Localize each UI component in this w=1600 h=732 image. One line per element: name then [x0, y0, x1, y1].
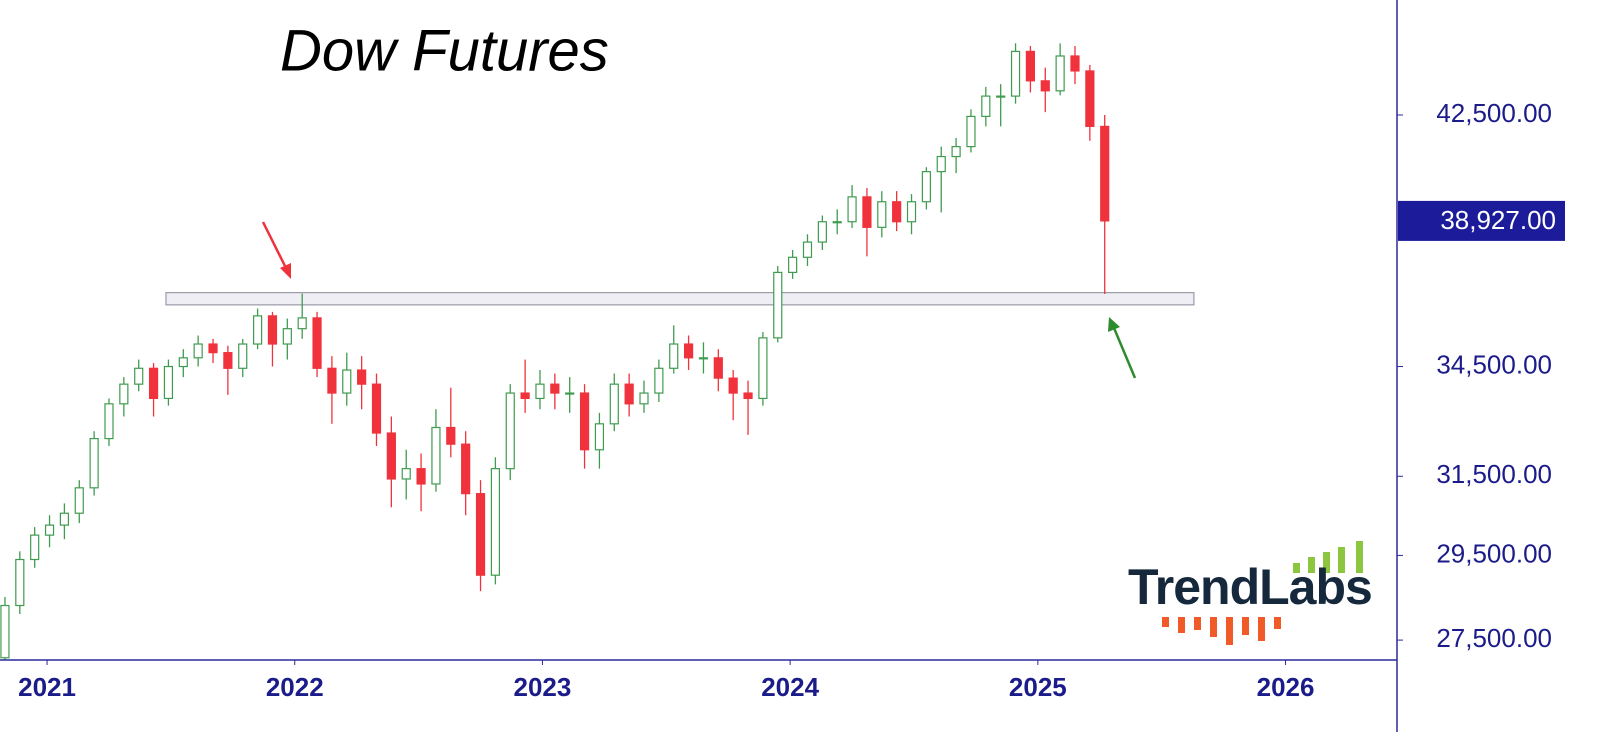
candle-body: [847, 196, 857, 223]
y-tick-label: 34,500.00: [1436, 349, 1552, 379]
candle-body: [386, 432, 396, 480]
candle-body: [15, 558, 25, 607]
candle-body: [74, 487, 84, 514]
candle-body: [669, 343, 679, 369]
candle-body: [446, 426, 456, 445]
x-tick-label: 2022: [266, 672, 324, 702]
candle-body: [0, 604, 10, 659]
candle-body: [327, 367, 337, 394]
candle-body: [30, 534, 40, 561]
candle-body: [639, 392, 649, 405]
candle-body: [416, 468, 426, 485]
candle-body: [743, 392, 753, 400]
candle-body: [951, 146, 961, 158]
candle-body: [758, 337, 768, 400]
x-tick-label: 2025: [1009, 672, 1067, 702]
candle-body: [505, 392, 515, 470]
candle-body: [178, 357, 188, 368]
candle-body: [862, 196, 872, 228]
candle-body: [609, 383, 619, 425]
candle-body: [223, 352, 233, 369]
candle-body: [401, 468, 411, 480]
plot-area: [0, 43, 1195, 660]
candle-body: [104, 403, 114, 440]
candle-body: [490, 468, 500, 576]
candle-body: [996, 95, 1006, 98]
candle-body: [936, 155, 946, 173]
y-tick-label: 31,500.00: [1436, 459, 1552, 489]
candle-body: [877, 201, 887, 228]
candle-body: [357, 369, 367, 385]
candle-body: [238, 343, 248, 369]
candle-body: [802, 241, 813, 258]
candle-body: [312, 317, 322, 369]
candle-body: [966, 115, 976, 148]
reference-band: [165, 292, 1195, 306]
candle-body: [728, 377, 738, 394]
candle-body: [788, 256, 798, 274]
green-arrow: [1108, 317, 1137, 379]
candle-body: [148, 367, 159, 400]
candle-body: [535, 383, 545, 400]
candle-body: [163, 365, 174, 400]
last-value-label: 38,927.00: [1440, 205, 1556, 235]
candle-body: [906, 201, 917, 223]
candle-body: [297, 317, 307, 330]
candle-body: [44, 524, 55, 536]
x-tick-label: 2024: [761, 672, 819, 702]
last-value-box: [1398, 200, 1565, 241]
candle-body: [565, 392, 575, 395]
candle-body: [89, 437, 99, 489]
red-arrow: [261, 221, 291, 279]
candle-body: [1100, 125, 1110, 222]
x-tick-label: 2026: [1257, 672, 1315, 702]
candle-body: [431, 426, 441, 485]
candle-body: [892, 201, 902, 223]
x-tick-label: 2023: [514, 672, 572, 702]
candle-body: [119, 383, 129, 405]
candle-body: [713, 357, 723, 379]
candle-body: [475, 493, 486, 576]
candle-body: [1055, 55, 1065, 92]
candle-body: [267, 315, 278, 345]
candle-body: [59, 512, 70, 526]
candle-body: [654, 367, 664, 394]
x-tick-label: 2021: [18, 672, 76, 702]
candle-body: [1025, 50, 1036, 82]
candle-body: [624, 383, 634, 405]
candle-body: [134, 367, 144, 385]
candle-body: [520, 392, 530, 400]
y-tick-label: 42,500.00: [1436, 98, 1552, 128]
watermark: TrendLabs: [1128, 559, 1372, 615]
candle-body: [773, 271, 783, 339]
candle-body: [208, 343, 218, 354]
candle-body: [1070, 55, 1080, 72]
candle-body: [1085, 70, 1095, 127]
logo: TrendLabs: [1128, 541, 1373, 645]
candle-body: [193, 343, 203, 359]
candle-body: [371, 383, 382, 434]
y-tick-label: 29,500.00: [1436, 538, 1552, 568]
candle-body: [832, 221, 842, 224]
candle-body: [683, 343, 694, 359]
candle-body: [594, 423, 605, 451]
candle-body: [921, 171, 931, 203]
candle-body: [550, 383, 560, 394]
candle-body: [981, 95, 991, 117]
candle-body: [1040, 80, 1050, 92]
candle-body: [461, 443, 471, 495]
candle-body: [817, 221, 827, 243]
candle-body: [698, 357, 709, 360]
chart-title: Dow Futures: [280, 18, 609, 83]
candle-body: [579, 392, 590, 451]
candle-body: [253, 315, 263, 345]
y-tick-label: 27,500.00: [1436, 623, 1552, 653]
candle-body: [282, 328, 292, 345]
candle-body: [342, 369, 352, 394]
candle-body: [1010, 50, 1021, 97]
